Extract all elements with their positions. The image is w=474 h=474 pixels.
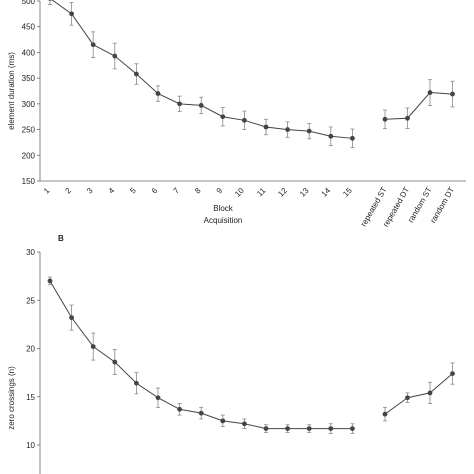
panel-a-y-tick-label: 150 [22, 177, 36, 186]
panel-a-x-tick-label: 8 [193, 186, 203, 196]
panel-b-data-point [382, 411, 388, 417]
panel-a-data-point [177, 101, 183, 107]
panel-b-data-point [69, 315, 74, 321]
panel-a-data-point [69, 11, 74, 17]
panel-b-label: B [58, 234, 64, 243]
panel-a-x-tick-label: 15 [341, 186, 354, 199]
panel-b-data-point [450, 371, 455, 376]
panel-a-data-point [427, 90, 433, 95]
panel-a-data-point [263, 124, 269, 130]
panel-b-data-point [198, 410, 204, 416]
panel-a-data-point [405, 115, 410, 121]
panel-a-data-point [328, 133, 334, 139]
panel-a-data-point [155, 91, 161, 96]
panel-b-data-point [263, 426, 269, 431]
panel-a-x-tick-label: 3 [85, 186, 95, 196]
panel-a-x-tick-label: 12 [276, 186, 289, 199]
panel-a-y-tick-label: 450 [22, 23, 36, 32]
panel-a-x-tick-label: 5 [128, 186, 138, 196]
panel-a-y-tick-label: 500 [22, 0, 36, 6]
panel-a-data-point [198, 103, 204, 108]
panel-a-data-point [220, 114, 226, 120]
panel-b-data-point [90, 344, 96, 349]
panel-a-y-tick-label: 300 [22, 100, 36, 109]
panel-a-acquisition-line [51, 0, 353, 139]
panel-b-data-point [155, 395, 161, 401]
panel-a-y-tick-label: 400 [22, 48, 36, 57]
panel-b-data-point [134, 380, 139, 386]
panel-a-x-tick-label: 9 [215, 186, 225, 196]
panel-b-test-line [384, 373, 453, 415]
panel-a-data-point [350, 135, 355, 141]
panel-a-x-tick-label: 14 [320, 186, 333, 199]
panel-b-data-point [328, 426, 334, 431]
panel-a-data-point [90, 42, 96, 48]
panel-a-data-point [112, 53, 118, 59]
panel-a-data-point [48, 0, 52, 1]
panel-b-data-point [285, 426, 290, 431]
panel-b-y-tick-label: 15 [26, 393, 35, 402]
panel-b-data-point [427, 390, 433, 396]
panel-a-data-point [450, 91, 455, 97]
panel-a-x-tick-label: 1 [42, 186, 52, 196]
panel-b-data-point [405, 395, 410, 401]
panel-a-data-point [306, 128, 312, 134]
panel-a-data-point [382, 116, 388, 122]
panel-a-x-tick-label: 6 [150, 186, 160, 196]
panel-a-xlabel-sub: Acquisition [204, 216, 243, 225]
panel-a-x-tick-label: 7 [172, 186, 182, 196]
panel-b-data-point [306, 426, 312, 431]
panel-b-y-tick-label: 30 [26, 248, 35, 257]
panel-b-data-point [350, 426, 355, 431]
panel-b-chart: 10 15 20 25 30 [26, 248, 455, 474]
panel-b-acquisition-line [49, 280, 353, 430]
panel-b-y-tick-label: 25 [26, 296, 35, 305]
panel-b-ylabel: zero crossings (n) [7, 366, 16, 430]
panel-b-data-point [47, 278, 53, 284]
panel-a-x-tick-label: 10 [233, 186, 246, 199]
panel-a-y-tick-label: 250 [22, 126, 36, 135]
panel-a-data-point [242, 117, 247, 123]
panel-a-xlabel: Block [213, 204, 234, 213]
panel-b-data-point [112, 359, 118, 365]
panel-a-x-tick-label: 13 [298, 186, 311, 199]
panel-a-ylabel: element duration (ms) [7, 52, 16, 130]
panel-a-test-line [384, 92, 453, 120]
panel-a-data-point [134, 71, 139, 77]
panel-b-data-point [177, 406, 183, 412]
panel-b-y-tick-label: 20 [26, 345, 35, 354]
panel-a-data-point [285, 127, 290, 132]
panel-b-y-tick-label: 10 [26, 441, 35, 450]
panel-b-data-point [220, 418, 226, 424]
panel-a-x-tick-label: 11 [255, 186, 268, 199]
panel-b-data-point [242, 421, 247, 427]
panel-a-y-tick-label: 200 [22, 151, 36, 160]
panel-a-x-tick-label: 2 [64, 186, 74, 196]
panel-a-x-tick-label: 4 [107, 186, 117, 196]
panel-a-y-tick-label: 350 [22, 74, 36, 83]
